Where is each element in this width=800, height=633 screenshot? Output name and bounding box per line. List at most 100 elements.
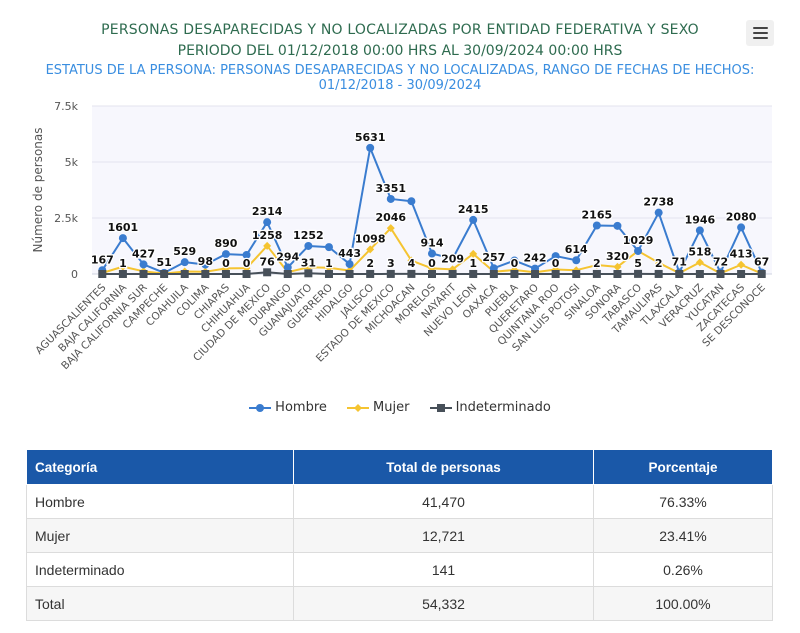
point-indeterminado	[592, 269, 601, 278]
x-tick-label: BAJA CALIFORNIA SUR	[59, 282, 150, 373]
chart-subtitle-status: ESTATUS DE LA PERSONA: PERSONAS DESAPARE…	[45, 63, 755, 93]
table-row: Indeterminado 141 0.26%	[26, 552, 773, 587]
point-hombre	[428, 249, 436, 258]
legend-label-mujer: Mujer	[373, 400, 410, 415]
data-label: 0	[222, 257, 230, 270]
point-hombre	[139, 260, 148, 269]
hamburger-menu-icon[interactable]	[746, 20, 774, 46]
cell-porcentaje: 23.41%	[593, 518, 773, 553]
data-label: 5631	[355, 131, 386, 144]
point-mujer	[366, 245, 375, 254]
data-label: 76	[259, 255, 275, 268]
point-mujer	[118, 262, 127, 271]
point-indeterminado	[469, 269, 478, 278]
point-hombre	[469, 215, 478, 224]
point-indeterminado	[386, 269, 395, 278]
y-tick-label: 5k	[65, 156, 79, 169]
point-hombre	[654, 208, 663, 217]
point-indeterminado	[118, 269, 127, 278]
point-hombre	[221, 250, 230, 259]
point-hombre	[180, 258, 189, 267]
cell-total: 12,721	[293, 518, 594, 553]
cell-porcentaje: 100.00%	[593, 586, 773, 621]
chart-title: PERSONAS DESAPARECIDAS Y NO LOCALIZADAS …	[101, 22, 699, 38]
cell-categoria: Hombre	[26, 484, 294, 519]
data-label: 1946	[685, 213, 716, 226]
point-indeterminado	[407, 269, 416, 278]
legend-item-mujer[interactable]: Mujer	[347, 400, 409, 415]
point-indeterminado	[510, 270, 519, 278]
point-indeterminado	[613, 270, 622, 278]
data-label: 2314	[252, 205, 283, 218]
point-hombre	[592, 221, 601, 230]
header-categoria[interactable]: Categoría	[26, 449, 294, 485]
point-mujer	[613, 262, 622, 271]
point-hombre	[510, 256, 519, 265]
point-hombre	[304, 241, 313, 250]
point-indeterminado	[654, 269, 663, 278]
data-label: 0	[552, 257, 560, 270]
cell-categoria: Indeterminado	[26, 552, 294, 587]
data-label: 890	[214, 237, 237, 250]
cell-categoria: Total	[26, 586, 294, 621]
point-hombre	[551, 252, 560, 261]
data-label: 1029	[623, 234, 654, 247]
data-label: 518	[688, 245, 711, 258]
data-label: 2	[366, 257, 374, 270]
table-header-row: Categoría Total de personas Porcentaje	[26, 449, 773, 485]
data-label: 67	[754, 255, 769, 268]
point-hombre	[572, 256, 581, 265]
point-indeterminado	[324, 269, 333, 278]
data-label: 3351	[375, 182, 406, 195]
point-mujer	[469, 249, 478, 258]
point-indeterminado	[242, 270, 251, 278]
point-indeterminado	[180, 270, 189, 278]
data-label: 914	[421, 237, 444, 250]
legend-marker-mujer	[347, 403, 370, 412]
point-mujer	[407, 256, 416, 265]
data-label: 242	[524, 252, 547, 265]
header-total[interactable]: Total de personas	[293, 449, 594, 485]
point-mujer	[695, 258, 704, 267]
data-label: 257	[482, 251, 505, 264]
point-hombre	[695, 226, 704, 235]
data-label: 72	[713, 255, 728, 268]
point-indeterminado	[675, 270, 684, 278]
point-indeterminado	[737, 270, 746, 278]
point-indeterminado	[716, 270, 725, 278]
point-indeterminado	[695, 270, 704, 278]
data-label: 529	[173, 245, 196, 258]
point-indeterminado	[366, 269, 375, 278]
header-porcentaje[interactable]: Porcentaje	[593, 449, 773, 485]
cell-porcentaje: 0.26%	[593, 552, 773, 587]
data-label: 2165	[582, 209, 613, 222]
point-indeterminado	[531, 270, 540, 278]
table-row: Total 54,332 100.00%	[26, 586, 773, 621]
data-label: 1	[325, 257, 333, 270]
legend-item-indeterminado[interactable]: Indeterminado	[429, 400, 551, 415]
point-mujer	[304, 263, 313, 272]
point-indeterminado	[139, 270, 148, 278]
point-hombre	[324, 243, 333, 252]
legend-marker-hombre	[249, 403, 272, 412]
data-label: 2	[593, 257, 601, 270]
point-hombre	[407, 197, 416, 206]
point-hombre	[118, 234, 127, 243]
data-label: 0	[511, 257, 519, 270]
point-indeterminado	[283, 270, 292, 278]
point-indeterminado	[98, 270, 107, 278]
data-label: 1	[119, 257, 127, 270]
data-label: 5	[634, 257, 642, 270]
legend-item-hombre[interactable]: Hombre	[249, 400, 327, 415]
data-label: 98	[198, 255, 213, 268]
data-label: 294	[276, 250, 299, 263]
point-mujer	[654, 258, 663, 267]
point-indeterminado	[345, 270, 354, 278]
point-hombre	[345, 260, 354, 269]
point-indeterminado	[757, 270, 766, 278]
chart-subtitle-period: PERIODO DEL 01/12/2018 00:00 HRS AL 30/0…	[177, 43, 623, 59]
data-label: 427	[132, 247, 155, 260]
point-indeterminado	[448, 270, 457, 278]
data-label: 2080	[726, 210, 757, 223]
point-indeterminado	[160, 270, 169, 278]
